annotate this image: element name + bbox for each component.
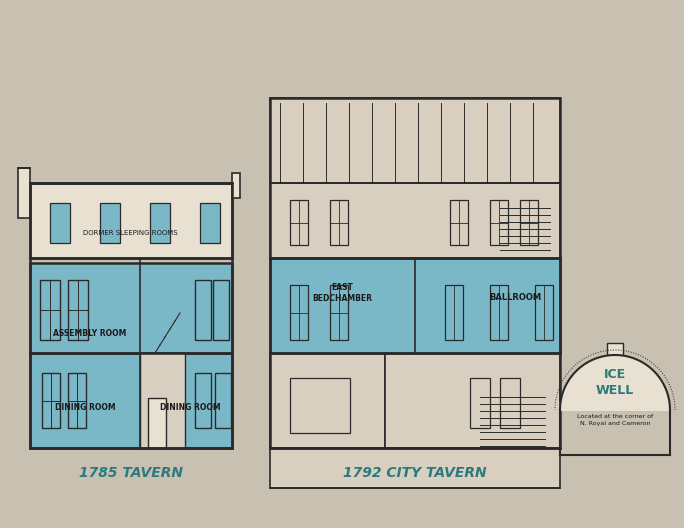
Text: DINING ROOM: DINING ROOM xyxy=(55,403,116,412)
FancyBboxPatch shape xyxy=(40,280,60,340)
FancyBboxPatch shape xyxy=(68,280,88,340)
Text: BALLROOM: BALLROOM xyxy=(489,294,541,303)
FancyBboxPatch shape xyxy=(195,373,211,428)
FancyBboxPatch shape xyxy=(18,168,30,218)
FancyBboxPatch shape xyxy=(195,280,211,340)
FancyBboxPatch shape xyxy=(450,200,468,245)
Text: ICE
WELL: ICE WELL xyxy=(596,367,634,397)
Text: DINING ROOM: DINING ROOM xyxy=(159,403,220,412)
FancyBboxPatch shape xyxy=(30,183,232,258)
FancyBboxPatch shape xyxy=(520,200,538,245)
Text: EAST
BEDCHAMBER: EAST BEDCHAMBER xyxy=(312,282,372,304)
FancyBboxPatch shape xyxy=(270,183,560,258)
FancyBboxPatch shape xyxy=(330,285,348,340)
Text: 1785 TAVERN: 1785 TAVERN xyxy=(79,466,183,480)
FancyBboxPatch shape xyxy=(100,203,120,243)
FancyBboxPatch shape xyxy=(270,353,560,448)
FancyBboxPatch shape xyxy=(270,353,385,448)
FancyBboxPatch shape xyxy=(330,200,348,245)
Text: DORMER SLEEPING ROOMS: DORMER SLEEPING ROOMS xyxy=(83,230,177,236)
FancyBboxPatch shape xyxy=(500,378,520,428)
Text: Located at the corner of
N. Royal and Cameron: Located at the corner of N. Royal and Ca… xyxy=(577,414,653,426)
FancyBboxPatch shape xyxy=(290,285,308,340)
FancyBboxPatch shape xyxy=(68,373,86,428)
FancyBboxPatch shape xyxy=(290,378,350,433)
FancyBboxPatch shape xyxy=(42,373,60,428)
FancyBboxPatch shape xyxy=(445,285,463,340)
FancyBboxPatch shape xyxy=(535,285,553,340)
Polygon shape xyxy=(560,355,670,410)
Text: ASSEMBLY ROOM: ASSEMBLY ROOM xyxy=(53,328,127,337)
FancyBboxPatch shape xyxy=(490,285,508,340)
FancyBboxPatch shape xyxy=(213,280,229,340)
FancyBboxPatch shape xyxy=(470,378,490,428)
FancyBboxPatch shape xyxy=(50,203,70,243)
FancyBboxPatch shape xyxy=(270,98,560,183)
FancyBboxPatch shape xyxy=(607,343,623,355)
FancyBboxPatch shape xyxy=(30,353,232,448)
FancyBboxPatch shape xyxy=(30,263,232,353)
FancyBboxPatch shape xyxy=(385,353,560,448)
FancyBboxPatch shape xyxy=(232,173,240,198)
FancyBboxPatch shape xyxy=(150,203,170,243)
FancyBboxPatch shape xyxy=(270,258,560,353)
Text: 1792 CITY TAVERN: 1792 CITY TAVERN xyxy=(343,466,487,480)
FancyBboxPatch shape xyxy=(215,373,231,428)
FancyBboxPatch shape xyxy=(140,353,185,448)
FancyBboxPatch shape xyxy=(490,200,508,245)
FancyBboxPatch shape xyxy=(200,203,220,243)
FancyBboxPatch shape xyxy=(290,200,308,245)
FancyBboxPatch shape xyxy=(148,398,166,448)
FancyBboxPatch shape xyxy=(270,448,560,488)
